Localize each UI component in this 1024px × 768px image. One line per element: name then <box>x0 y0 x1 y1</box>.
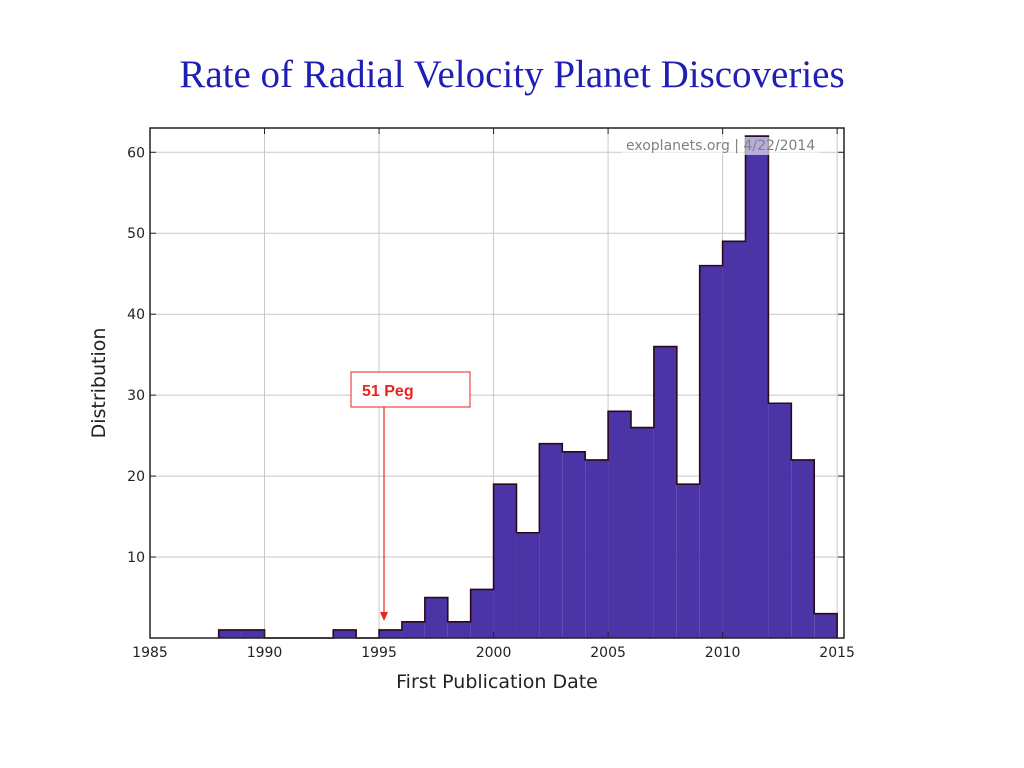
histogram-bar <box>745 136 769 638</box>
x-tick-label: 2000 <box>476 645 512 661</box>
watermark-label: exoplanets.org | 4/22/2014 <box>626 138 815 154</box>
y-axis-label: Distribution <box>88 328 110 439</box>
histogram-bar <box>218 629 242 638</box>
annotation-arrowhead <box>380 612 388 621</box>
y-tick-label: 50 <box>127 226 145 242</box>
x-tick-label: 1990 <box>247 645 283 661</box>
histogram-bar <box>814 613 838 638</box>
histogram-bar <box>585 459 609 638</box>
histogram-bar <box>333 629 357 638</box>
histogram-bar <box>722 241 746 639</box>
axis-ticks: 1985 1990 1995 2000 2005 2010 2015 10 20 30 40 50 60 <box>127 128 855 661</box>
histogram-bar <box>241 629 265 638</box>
histogram-bar <box>768 403 792 638</box>
histogram-bar <box>447 621 471 638</box>
histogram-bar <box>653 346 677 638</box>
x-tick-label: 2015 <box>819 645 855 661</box>
annotation-box <box>350 371 471 408</box>
x-tick-label: 1985 <box>132 645 168 661</box>
histogram-bar <box>699 265 723 638</box>
annotation-label: 51 Peg <box>362 383 414 400</box>
slide-title: Rate of Radial Velocity Planet Discoveri… <box>179 53 845 96</box>
histogram-bar <box>562 451 586 638</box>
histogram-bar <box>401 621 425 638</box>
histogram-bar <box>608 411 631 638</box>
histogram-bar <box>791 459 815 638</box>
x-tick-label: 2005 <box>590 645 626 661</box>
y-tick-label: 60 <box>127 145 145 161</box>
x-tick-label: 1995 <box>361 645 397 661</box>
y-tick-label: 30 <box>127 388 145 404</box>
histogram-bar <box>470 589 494 638</box>
y-tick-label: 20 <box>127 469 145 485</box>
y-tick-label: 40 <box>127 307 145 323</box>
annotation-51-peg: 51 Peg <box>350 371 471 621</box>
histogram-bars <box>217 135 838 639</box>
watermark-background <box>622 137 820 155</box>
histogram-bar <box>676 484 700 638</box>
histogram-bar <box>424 597 448 638</box>
histogram-outline <box>217 135 838 639</box>
histogram-bar <box>493 484 517 638</box>
x-tick-label: 2010 <box>705 645 741 661</box>
plot-frame <box>149 127 845 639</box>
histogram-bar <box>539 443 563 638</box>
histogram-bar <box>516 532 540 638</box>
histogram-bar <box>630 427 654 638</box>
x-axis-label: First Publication Date <box>396 671 598 693</box>
histogram-bar <box>379 629 402 638</box>
y-tick-label: 10 <box>127 550 145 566</box>
